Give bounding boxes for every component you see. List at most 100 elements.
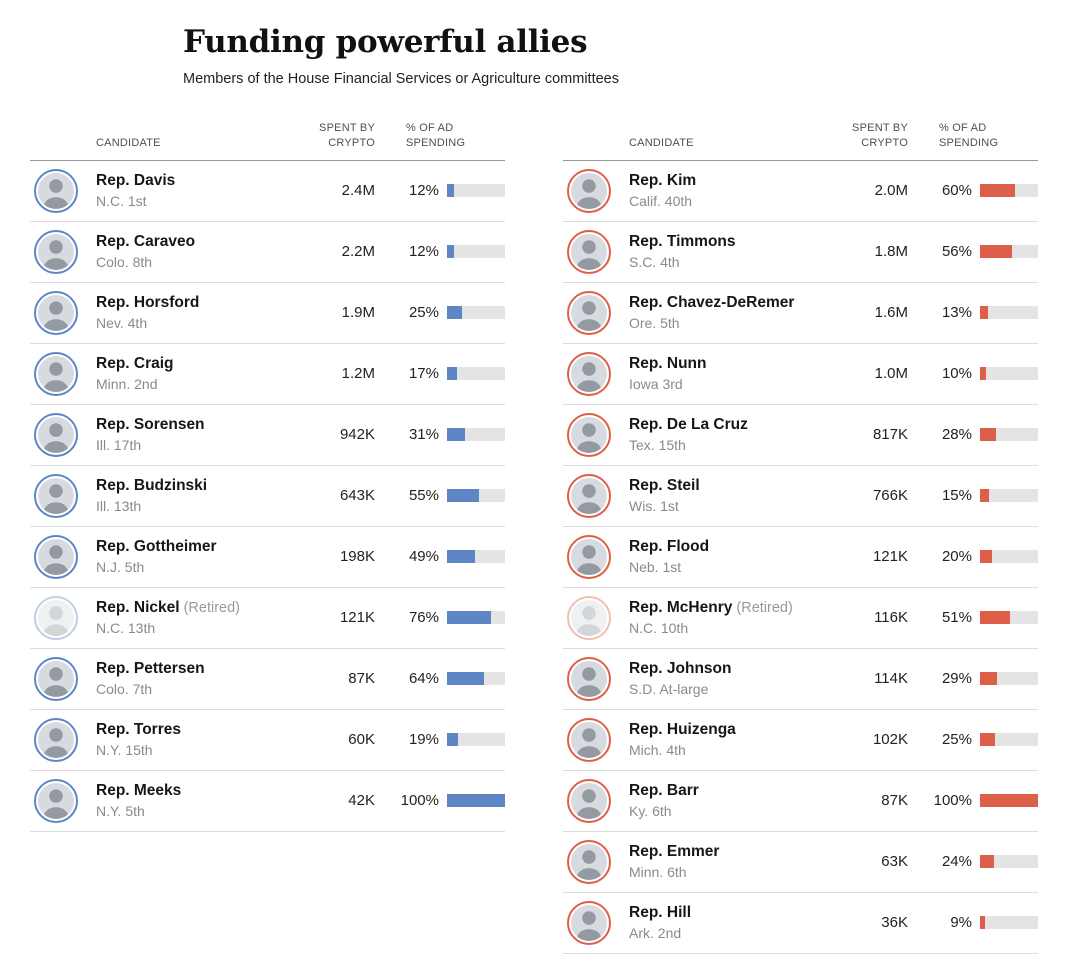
candidate-name: Rep. Nunn (629, 355, 707, 373)
person-silhouette-icon (38, 172, 74, 209)
candidate-name: Rep. Kim (629, 172, 697, 190)
spent-by-crypto-value: 1.6M (874, 304, 908, 322)
candidate-row: Rep. De La Cruz Tex. 15th 817K 28% (563, 405, 1038, 466)
page-title: Funding powerful allies (183, 24, 588, 60)
spent-by-crypto-value: 2.4M (341, 182, 375, 200)
candidate-name: Rep. McHenry (Retired) (629, 599, 793, 617)
pct-bar-track (980, 855, 1038, 869)
person-silhouette-icon (38, 416, 74, 453)
person-silhouette-icon (571, 782, 607, 819)
spent-by-crypto-value: 817K (872, 426, 908, 444)
pct-of-ad-spending-value: 100% (400, 792, 439, 810)
table-left: Candidate Spent by crypto % of ad spendi… (30, 121, 505, 832)
candidate-photo (567, 534, 611, 579)
candidate-avatar-cell (563, 900, 629, 945)
candidate-name: Rep. Barr (629, 782, 699, 800)
pct-bar-cell (447, 733, 505, 747)
candidate-name-cell: Rep. Hill Ark. 2nd (629, 903, 834, 942)
spent-by-crypto-value: 2.0M (874, 182, 908, 200)
candidate-name: Rep. Huizenga (629, 721, 736, 739)
candidate-photo (34, 290, 78, 335)
table-left-body: Rep. Davis N.C. 1st 2.4M 12% Rep. Caraveo Col… (30, 161, 505, 832)
candidate-row: Rep. Torres N.Y. 15th 60K 19% (30, 710, 505, 771)
pct-bar-track (447, 367, 505, 381)
candidate-photo (34, 412, 78, 457)
pct-of-ad-spending-value: 64% (408, 670, 439, 688)
candidate-row: Rep. Davis N.C. 1st 2.4M 12% (30, 161, 505, 222)
candidate-row: Rep. Gottheimer N.J. 5th 198K 49% (30, 527, 505, 588)
candidate-avatar-cell (563, 717, 629, 762)
spent-by-crypto-value: 87K (881, 792, 908, 810)
tables-container: Candidate Spent by crypto % of ad spendi… (0, 87, 1080, 972)
pct-bar-fill (980, 794, 1038, 808)
pct-bar-cell (980, 245, 1038, 259)
candidate-avatar-cell (30, 595, 96, 640)
pct-bar-cell (980, 367, 1038, 381)
pct-bar-track (447, 794, 505, 808)
pct-bar-fill (980, 916, 986, 930)
pct-bar-cell (447, 672, 505, 686)
candidate-row: Rep. Nunn Iowa 3rd 1.0M 10% (563, 344, 1038, 405)
candidate-name-cell: Rep. Davis N.C. 1st (96, 171, 301, 210)
pct-bar-track (980, 611, 1038, 625)
candidate-district: Mich. 4th (629, 741, 686, 758)
pct-bar-fill (980, 489, 989, 503)
spent-by-crypto-value: 1.8M (874, 243, 908, 261)
candidate-row: Rep. McHenry (Retired) N.C. 10th 116K 51% (563, 588, 1038, 649)
pct-bar-fill (447, 489, 479, 503)
pct-of-ad-spending-value: 55% (408, 487, 439, 505)
pct-bar-track (980, 184, 1038, 198)
spent-by-crypto-value: 42K (348, 792, 375, 810)
candidate-row: Rep. Barr Ky. 6th 87K 100% (563, 771, 1038, 832)
spent-by-crypto-value: 87K (348, 670, 375, 688)
candidate-photo (567, 351, 611, 396)
candidate-name-cell: Rep. Meeks N.Y. 5th (96, 781, 301, 820)
pct-bar-fill (980, 733, 995, 747)
pct-of-ad-spending-value: 15% (941, 487, 972, 505)
pct-bar-track (980, 916, 1038, 930)
candidate-district: Calif. 40th (629, 192, 693, 209)
candidate-photo (34, 168, 78, 213)
pct-bar-track (447, 184, 505, 198)
candidate-name: Rep. De La Cruz (629, 416, 748, 434)
pct-of-ad-spending-value: 31% (408, 426, 439, 444)
candidate-name: Rep. Davis (96, 172, 176, 190)
candidate-name-cell: Rep. Timmons S.C. 4th (629, 232, 834, 271)
person-silhouette-icon (571, 538, 607, 575)
pct-bar-cell (980, 916, 1038, 930)
candidate-name-cell: Rep. Johnson S.D. At-large (629, 659, 834, 698)
candidate-avatar-cell (30, 351, 96, 396)
candidate-photo (567, 839, 611, 884)
candidate-district: Colo. 8th (96, 253, 153, 270)
candidate-district: N.C. 1st (96, 192, 147, 209)
candidate-name-cell: Rep. Steil Wis. 1st (629, 476, 834, 515)
spent-by-crypto-value: 1.9M (341, 304, 375, 322)
pct-bar-cell (980, 428, 1038, 442)
pct-bar-fill (980, 245, 1013, 259)
pct-bar-fill (447, 794, 505, 808)
pct-bar-cell (980, 672, 1038, 686)
column-header-spent-by-crypto: Spent by crypto (852, 122, 908, 149)
candidate-photo (34, 229, 78, 274)
person-silhouette-icon (38, 599, 74, 636)
person-silhouette-icon (38, 660, 74, 697)
candidate-row: Rep. Budzinski Ill. 13th 643K 55% (30, 466, 505, 527)
pct-of-ad-spending-value: 19% (408, 731, 439, 749)
spent-by-crypto-value: 121K (872, 548, 908, 566)
candidate-avatar-cell (563, 534, 629, 579)
person-silhouette-icon (38, 294, 74, 331)
pct-bar-track (447, 489, 505, 503)
spent-by-crypto-value: 1.0M (874, 365, 908, 383)
candidate-district: N.Y. 5th (96, 802, 145, 819)
pct-of-ad-spending-value: 29% (941, 670, 972, 688)
candidate-name-cell: Rep. Flood Neb. 1st (629, 537, 834, 576)
candidate-district: Iowa 3rd (629, 375, 683, 392)
person-silhouette-icon (571, 172, 607, 209)
candidate-avatar-cell (30, 229, 96, 274)
candidate-name: Rep. Emmer (629, 843, 720, 861)
pct-bar-cell (447, 489, 505, 503)
candidate-name: Rep. Johnson (629, 660, 732, 678)
pct-of-ad-spending-value: 25% (408, 304, 439, 322)
pct-bar-fill (447, 367, 457, 381)
candidate-avatar-cell (30, 778, 96, 823)
